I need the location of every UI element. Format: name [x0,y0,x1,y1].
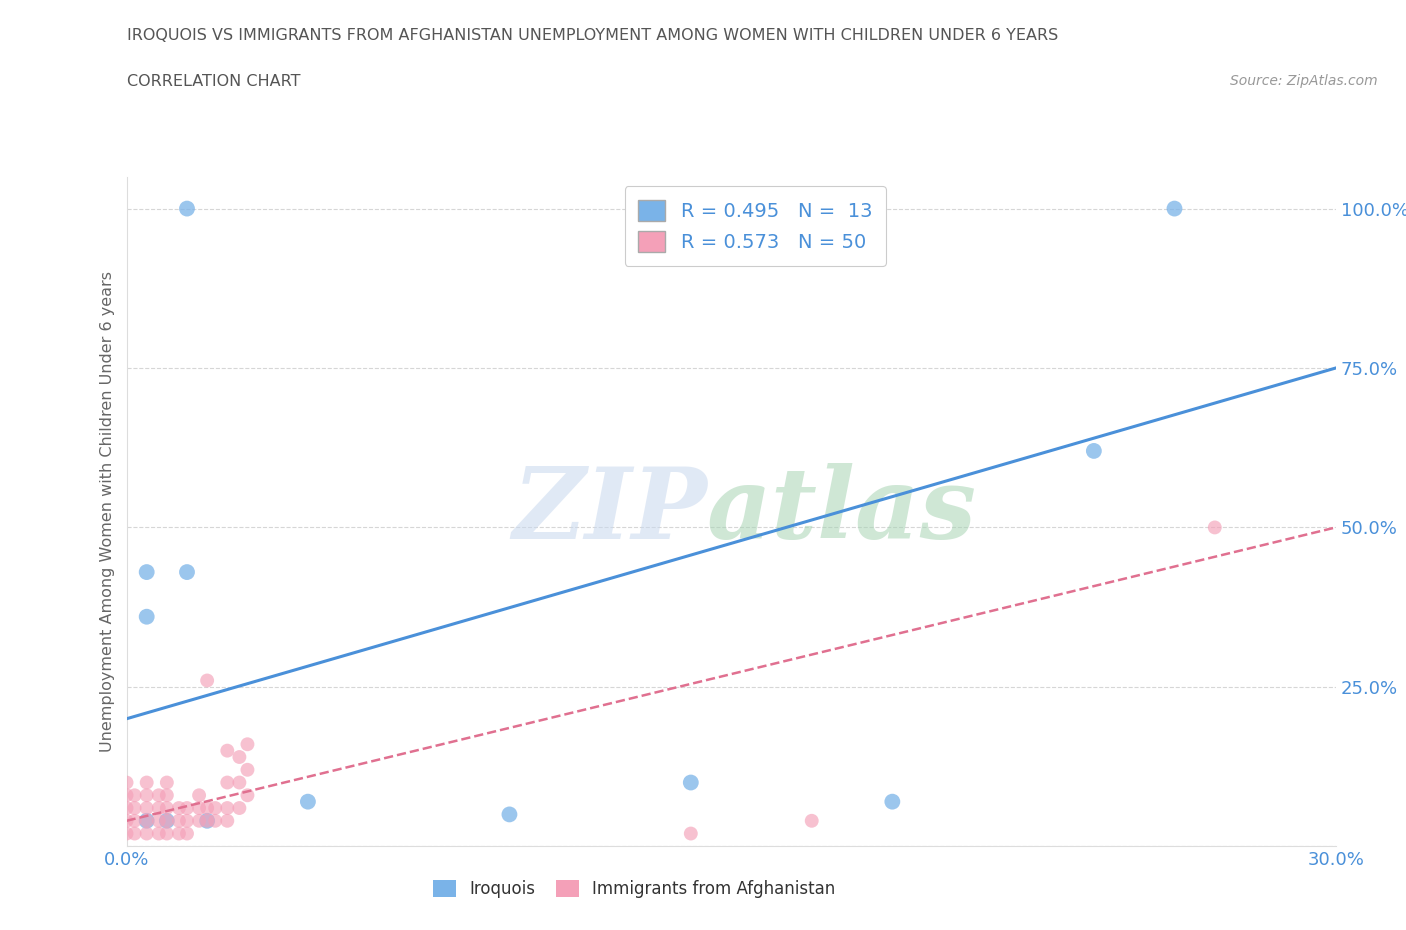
Point [176,826,198,841]
Point [135,826,157,841]
Point [188,814,211,829]
Point [148,788,170,803]
Point [115,826,138,841]
Text: atlas: atlas [707,463,977,560]
Point [1163,201,1185,216]
Point [228,750,250,764]
Point [679,775,702,790]
Point [156,775,179,790]
Point [115,814,138,829]
Point [167,814,190,829]
Point [135,609,157,624]
Point [148,814,170,829]
Point [148,801,170,816]
Point [217,743,239,758]
Point [176,814,198,829]
Point [1204,520,1226,535]
Text: Source: ZipAtlas.com: Source: ZipAtlas.com [1230,74,1378,88]
Point [188,801,211,816]
Y-axis label: Unemployment Among Women with Children Under 6 years: Unemployment Among Women with Children U… [100,271,115,752]
Point [882,794,904,809]
Point [297,794,319,809]
Point [236,788,259,803]
Point [124,814,146,829]
Point [115,775,138,790]
Point [135,788,157,803]
Point [204,814,226,829]
Text: ZIP: ZIP [512,463,707,560]
Point [195,801,218,816]
Point [115,801,138,816]
Point [148,826,170,841]
Point [156,814,179,829]
Text: IROQUOIS VS IMMIGRANTS FROM AFGHANISTAN UNEMPLOYMENT AMONG WOMEN WITH CHILDREN U: IROQUOIS VS IMMIGRANTS FROM AFGHANISTAN … [127,28,1057,43]
Point [167,801,190,816]
Point [195,673,218,688]
Point [195,814,218,829]
Point [498,807,520,822]
Point [217,801,239,816]
Point [124,801,146,816]
Point [135,814,157,829]
Point [156,814,179,829]
Text: CORRELATION CHART: CORRELATION CHART [127,74,299,89]
Point [679,826,702,841]
Point [124,788,146,803]
Point [135,801,157,816]
Point [188,788,211,803]
Point [115,788,138,803]
Legend: Iroquois, Immigrants from Afghanistan: Iroquois, Immigrants from Afghanistan [426,873,842,905]
Point [217,775,239,790]
Point [236,763,259,777]
Point [156,788,179,803]
Point [167,826,190,841]
Point [176,565,198,579]
Point [236,737,259,751]
Point [156,826,179,841]
Point [135,775,157,790]
Point [1083,444,1105,458]
Point [228,775,250,790]
Point [176,801,198,816]
Point [217,814,239,829]
Point [800,814,823,829]
Point [124,826,146,841]
Point [156,801,179,816]
Point [135,814,157,829]
Point [228,801,250,816]
Point [204,801,226,816]
Point [195,814,218,829]
Point [135,565,157,579]
Point [176,201,198,216]
